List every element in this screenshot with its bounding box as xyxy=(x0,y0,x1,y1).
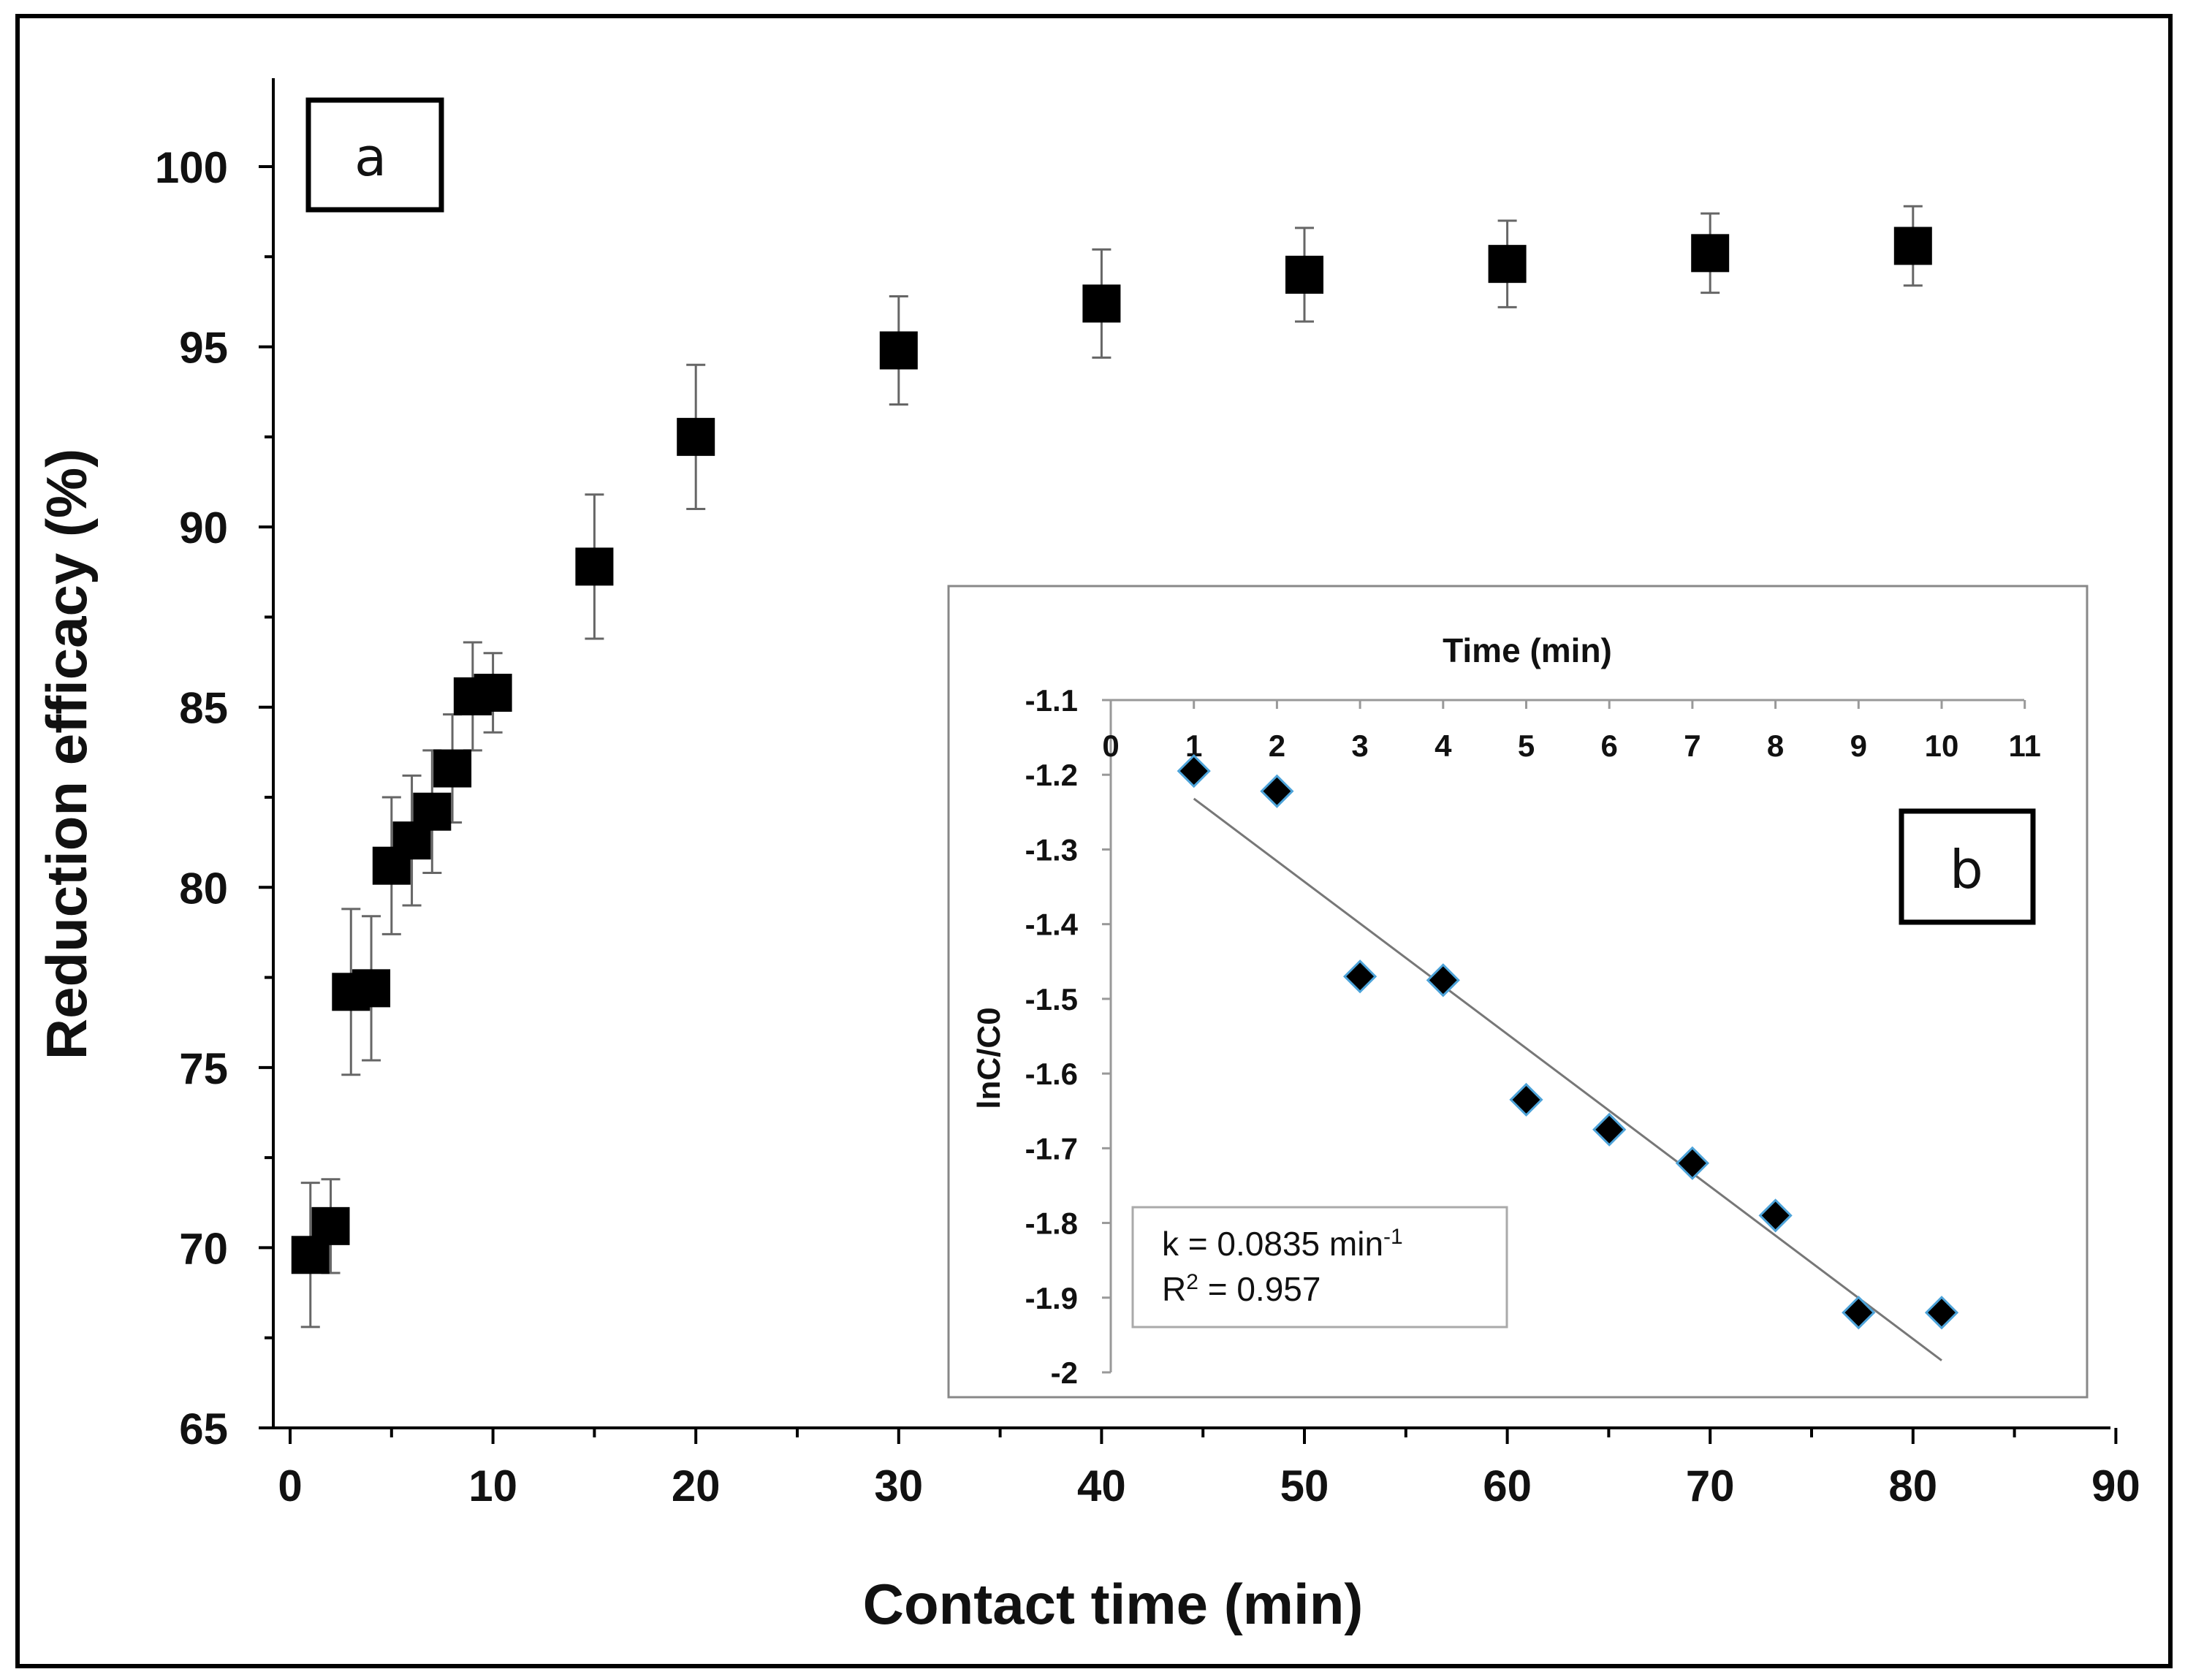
inset-data-point-diamond xyxy=(1924,1296,1959,1330)
inset-data-point-diamond xyxy=(1675,1146,1710,1180)
main-x-axis-label: Contact time (min) xyxy=(863,1572,1364,1636)
main-y-tick-label: 90 xyxy=(179,503,228,552)
fit-annotation-box xyxy=(1131,1206,1508,1329)
inset-frame xyxy=(947,585,2089,1399)
data-point-square xyxy=(1691,234,1730,273)
inset-data-point-diamond xyxy=(1260,774,1294,808)
data-point-square xyxy=(311,1206,350,1245)
main-y-tick-label: 70 xyxy=(179,1224,228,1273)
inset-x-tick-label: 5 xyxy=(1518,729,1535,763)
fit-k-text: k = 0.0835 min-1 xyxy=(1162,1225,1403,1263)
inset-y-tick-label: -2 xyxy=(1051,1356,1078,1390)
data-point-square xyxy=(1285,255,1323,294)
inset-y-tick-label: -1.2 xyxy=(1025,758,1078,792)
data-point-square xyxy=(413,792,452,831)
inset-x-tick-label: 9 xyxy=(1850,729,1867,763)
data-point-square xyxy=(1488,245,1527,284)
inset-x-tick-label: 11 xyxy=(2008,729,2040,763)
panel-label-b-box xyxy=(1899,808,2036,925)
inset-y-tick-label: -1.1 xyxy=(1025,683,1078,718)
panel-label-a: a xyxy=(354,126,387,188)
inset-x-axis-label: Time (min) xyxy=(1443,631,1612,669)
inset-y-tick-label: -1.6 xyxy=(1025,1057,1078,1091)
inset-data-point-diamond xyxy=(1592,1112,1627,1147)
panel-label-b: b xyxy=(1950,839,1983,900)
inset-data-point-diamond xyxy=(1509,1082,1543,1117)
main-y-tick-label: 75 xyxy=(179,1044,228,1093)
data-point-square xyxy=(879,331,918,370)
main-x-tick-label: 70 xyxy=(1686,1462,1735,1510)
inset-data-point-diamond xyxy=(1758,1198,1793,1233)
inset-y-tick-label: -1.5 xyxy=(1025,982,1078,1016)
inset-y-tick-label: -1.8 xyxy=(1025,1206,1078,1241)
inset-y-tick-label: -1.9 xyxy=(1025,1281,1078,1315)
fit-r2-value: = 0.957 xyxy=(1198,1270,1321,1308)
data-point-square xyxy=(433,749,472,788)
main-x-tick-label: 30 xyxy=(874,1462,923,1510)
inset-y-tick-label: -1.3 xyxy=(1025,832,1078,867)
inset-data-point-diamond xyxy=(1426,963,1460,997)
data-point-square xyxy=(474,673,512,712)
fit-k-superscript: -1 xyxy=(1383,1225,1403,1249)
main-x-tick-label: 80 xyxy=(1888,1462,1937,1510)
fit-r2-text: R2 = 0.957 xyxy=(1162,1270,1320,1309)
main-x-tick-label: 10 xyxy=(468,1462,517,1510)
data-point-square xyxy=(677,417,715,456)
inset-y-tick-label: -1.7 xyxy=(1025,1131,1078,1166)
main-y-tick-label: 65 xyxy=(179,1405,228,1453)
main-axes xyxy=(272,78,2110,1429)
panel-label-a-box xyxy=(305,97,444,213)
inset-x-tick-label: 2 xyxy=(1269,729,1285,763)
main-x-tick-label: 50 xyxy=(1280,1462,1329,1510)
main-x-tick-label: 60 xyxy=(1483,1462,1532,1510)
data-point-square xyxy=(1082,284,1121,323)
main-series xyxy=(291,205,1932,1329)
data-point-square xyxy=(575,547,614,586)
inset-ticks: 0 1 2 3 4 5 6 7 8 9 10 11 -1.1 -1.2 -1.3 -1.4 -1.5 -1.6 -1… xyxy=(1025,683,2041,1390)
fit-r2-prefix: R xyxy=(1162,1270,1186,1308)
inset-fit-line xyxy=(1193,797,1942,1361)
inset-x-tick-label: 7 xyxy=(1684,729,1700,763)
inset-y-tick-label: -1.4 xyxy=(1025,908,1079,942)
data-point-square xyxy=(1893,227,1932,265)
inset-x-tick-label: 6 xyxy=(1601,729,1618,763)
inset-x-tick-label: 8 xyxy=(1767,729,1784,763)
inset-x-tick-label: 3 xyxy=(1351,729,1368,763)
inset-y-axis-label: lnC/C0 xyxy=(971,1007,1007,1109)
main-y-tick-label: 85 xyxy=(179,684,228,733)
data-point-square xyxy=(352,969,391,1008)
inset-x-tick-label: 0 xyxy=(1102,729,1119,763)
main-x-tick-label: 20 xyxy=(672,1462,721,1510)
main-x-tick-label: 90 xyxy=(2091,1462,2140,1510)
main-y-tick-label: 95 xyxy=(179,324,228,373)
main-x-tick-label: 0 xyxy=(278,1462,302,1510)
inset-x-tick-label: 1 xyxy=(1185,729,1202,763)
inset-data-point-diamond xyxy=(1177,753,1211,788)
main-y-axis-label: Reduction efficacy (%) xyxy=(34,449,99,1060)
inset-data-point-diamond xyxy=(1842,1296,1876,1330)
main-y-tick-label: 80 xyxy=(179,864,228,913)
inset-x-tick-label: 4 xyxy=(1434,729,1452,763)
main-y-tick-label: 100 xyxy=(155,143,228,192)
fit-r2-superscript: 2 xyxy=(1186,1270,1198,1294)
inset-data-point-diamond xyxy=(1342,959,1378,994)
main-x-tick-label: 40 xyxy=(1077,1462,1126,1510)
inset-x-tick-label: 10 xyxy=(1925,729,1959,763)
fit-k-value: k = 0.0835 min xyxy=(1162,1225,1383,1263)
inset-series xyxy=(1177,753,1959,1330)
inset-axes xyxy=(1109,699,2024,1372)
